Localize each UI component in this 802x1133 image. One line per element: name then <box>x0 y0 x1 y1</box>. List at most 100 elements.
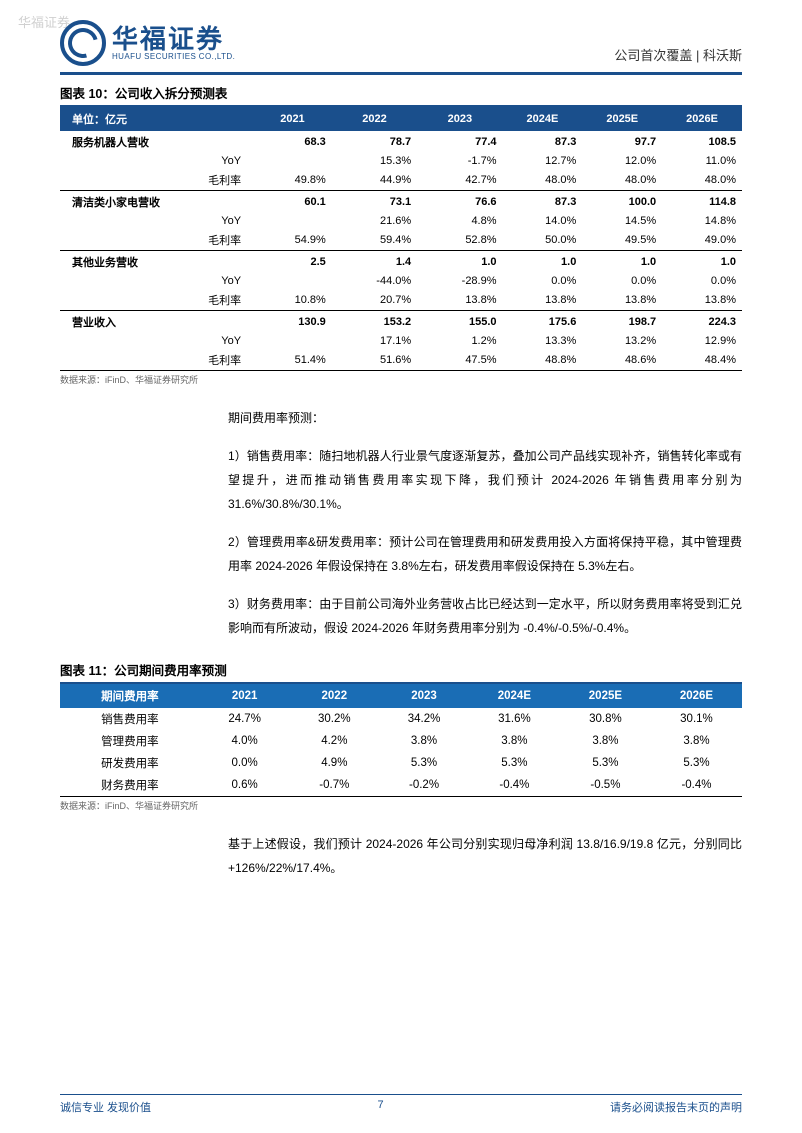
table-cell: -0.7% <box>289 774 379 797</box>
table-cell: 1.0 <box>503 251 583 273</box>
table11-title: 图表 11：公司期间费用率预测 <box>60 660 742 684</box>
table11-year-header: 2022 <box>289 684 379 708</box>
table11-year-header: 2025E <box>560 684 651 708</box>
table11-first-header: 期间费用率 <box>60 684 200 708</box>
table-cell: 48.0% <box>582 169 662 191</box>
table10-year-header: 2024E <box>503 107 583 131</box>
body2-p1: 基于上述假设，我们预计 2024-2026 年公司分别实现归母净利润 13.8/… <box>228 832 742 880</box>
table11-source: 数据来源：iFinD、华福证券研究所 <box>60 799 742 812</box>
footer-left: 诚信专业 发现价值 <box>60 1099 151 1115</box>
table-cell: 114.8 <box>662 191 742 213</box>
table-row-label: 清洁类小家电营收 <box>60 191 253 213</box>
body1-p3: 3）财务费用率：由于目前公司海外业务营收占比已经达到一定水平，所以财务费用率将受… <box>228 592 742 640</box>
table-cell: 44.9% <box>332 169 417 191</box>
table-cell: 87.3 <box>503 131 583 152</box>
table10-source: 数据来源：iFinD、华福证券研究所 <box>60 373 742 386</box>
table11-year-header: 2021 <box>200 684 290 708</box>
table-cell: 1.4 <box>332 251 417 273</box>
table-cell: 0.0% <box>200 752 290 774</box>
table-cell: 48.6% <box>582 349 662 371</box>
table-cell: 12.9% <box>662 332 742 349</box>
table-cell: -0.4% <box>651 774 742 797</box>
footer-page-number: 7 <box>377 1099 383 1115</box>
table10-unit-header: 单位：亿元 <box>60 107 253 131</box>
table11-year-header: 2024E <box>469 684 560 708</box>
table-cell: -28.9% <box>417 272 502 289</box>
page-footer: 诚信专业 发现价值 7 请务必阅读报告末页的声明 <box>60 1094 742 1115</box>
table-cell: 1.0 <box>662 251 742 273</box>
table-cell: 30.1% <box>651 708 742 730</box>
table-cell: 155.0 <box>417 311 502 333</box>
intro-line: 期间费用率预测： <box>228 406 742 430</box>
table11: 期间费用率2021202220232024E2025E2026E 销售费用率24… <box>60 684 742 797</box>
table10-year-header: 2021 <box>253 107 332 131</box>
table-cell: 13.2% <box>582 332 662 349</box>
table10-year-header: 2026E <box>662 107 742 131</box>
table-sublabel: 毛利率 <box>60 349 253 371</box>
table-cell: 12.7% <box>503 152 583 169</box>
table-cell <box>253 272 332 289</box>
table10-title: 图表 10：公司收入拆分预测表 <box>60 83 742 107</box>
table-cell: 48.4% <box>662 349 742 371</box>
table-cell: 3.8% <box>560 730 651 752</box>
table-cell: 52.8% <box>417 229 502 251</box>
table-cell: 4.2% <box>289 730 379 752</box>
table-cell <box>253 152 332 169</box>
table-row-label: 销售费用率 <box>60 708 200 730</box>
table-cell: 50.0% <box>503 229 583 251</box>
table-cell: 5.3% <box>469 752 560 774</box>
table-cell: 49.8% <box>253 169 332 191</box>
table-cell: 97.7 <box>582 131 662 152</box>
table-cell: -44.0% <box>332 272 417 289</box>
table-cell: 48.0% <box>503 169 583 191</box>
table-cell: 5.3% <box>560 752 651 774</box>
table-cell: 47.5% <box>417 349 502 371</box>
table10-year-header: 2022 <box>332 107 417 131</box>
table-cell: 4.8% <box>417 212 502 229</box>
logo-en: HUAFU SECURITIES CO.,LTD. <box>112 52 235 61</box>
table-cell: 34.2% <box>379 708 469 730</box>
table-cell: 4.0% <box>200 730 290 752</box>
table-cell: 5.3% <box>651 752 742 774</box>
table10-year-header: 2023 <box>417 107 502 131</box>
table-cell: 49.5% <box>582 229 662 251</box>
table-cell: 13.8% <box>417 289 502 311</box>
table-cell: -0.4% <box>469 774 560 797</box>
table-cell: 1.2% <box>417 332 502 349</box>
logo-block: 华福证券 HUAFU SECURITIES CO.,LTD. <box>60 20 235 66</box>
table-cell: 0.0% <box>662 272 742 289</box>
page-container: 华福证券 HUAFU SECURITIES CO.,LTD. 公司首次覆盖 | … <box>0 0 802 940</box>
table-row-label: 服务机器人营收 <box>60 131 253 152</box>
body-text-2: 基于上述假设，我们预计 2024-2026 年公司分别实现归母净利润 13.8/… <box>228 832 742 880</box>
logo-cn: 华福证券 <box>112 26 235 52</box>
page-header: 华福证券 HUAFU SECURITIES CO.,LTD. 公司首次覆盖 | … <box>60 20 742 75</box>
table-cell: 0.0% <box>503 272 583 289</box>
table-cell: 68.3 <box>253 131 332 152</box>
table-cell: 13.8% <box>662 289 742 311</box>
table-sublabel: YoY <box>60 272 253 289</box>
table10-year-header: 2025E <box>582 107 662 131</box>
body1-p2: 2）管理费用率&研发费用率：预计公司在管理费用和研发费用投入方面将保持平稳，其中… <box>228 530 742 578</box>
header-right-text: 公司首次覆盖 | 科沃斯 <box>614 45 742 66</box>
table-cell: 11.0% <box>662 152 742 169</box>
table-cell: 3.8% <box>469 730 560 752</box>
table-cell: 51.4% <box>253 349 332 371</box>
table-cell: -0.2% <box>379 774 469 797</box>
table-row-label: 其他业务营收 <box>60 251 253 273</box>
table-cell: -0.5% <box>560 774 651 797</box>
table-cell: 14.0% <box>503 212 583 229</box>
table-cell: 20.7% <box>332 289 417 311</box>
table-cell: 13.8% <box>582 289 662 311</box>
table-cell: 73.1 <box>332 191 417 213</box>
table-cell: 3.8% <box>651 730 742 752</box>
table-cell: 87.3 <box>503 191 583 213</box>
logo-text: 华福证券 HUAFU SECURITIES CO.,LTD. <box>112 26 235 61</box>
table-cell: 100.0 <box>582 191 662 213</box>
table-cell: 76.6 <box>417 191 502 213</box>
table-sublabel: YoY <box>60 212 253 229</box>
table-row-label: 管理费用率 <box>60 730 200 752</box>
table-row-label: 研发费用率 <box>60 752 200 774</box>
table10: 单位：亿元2021202220232024E2025E2026E 服务机器人营收… <box>60 107 742 371</box>
table-cell: 5.3% <box>379 752 469 774</box>
table-sublabel: 毛利率 <box>60 229 253 251</box>
